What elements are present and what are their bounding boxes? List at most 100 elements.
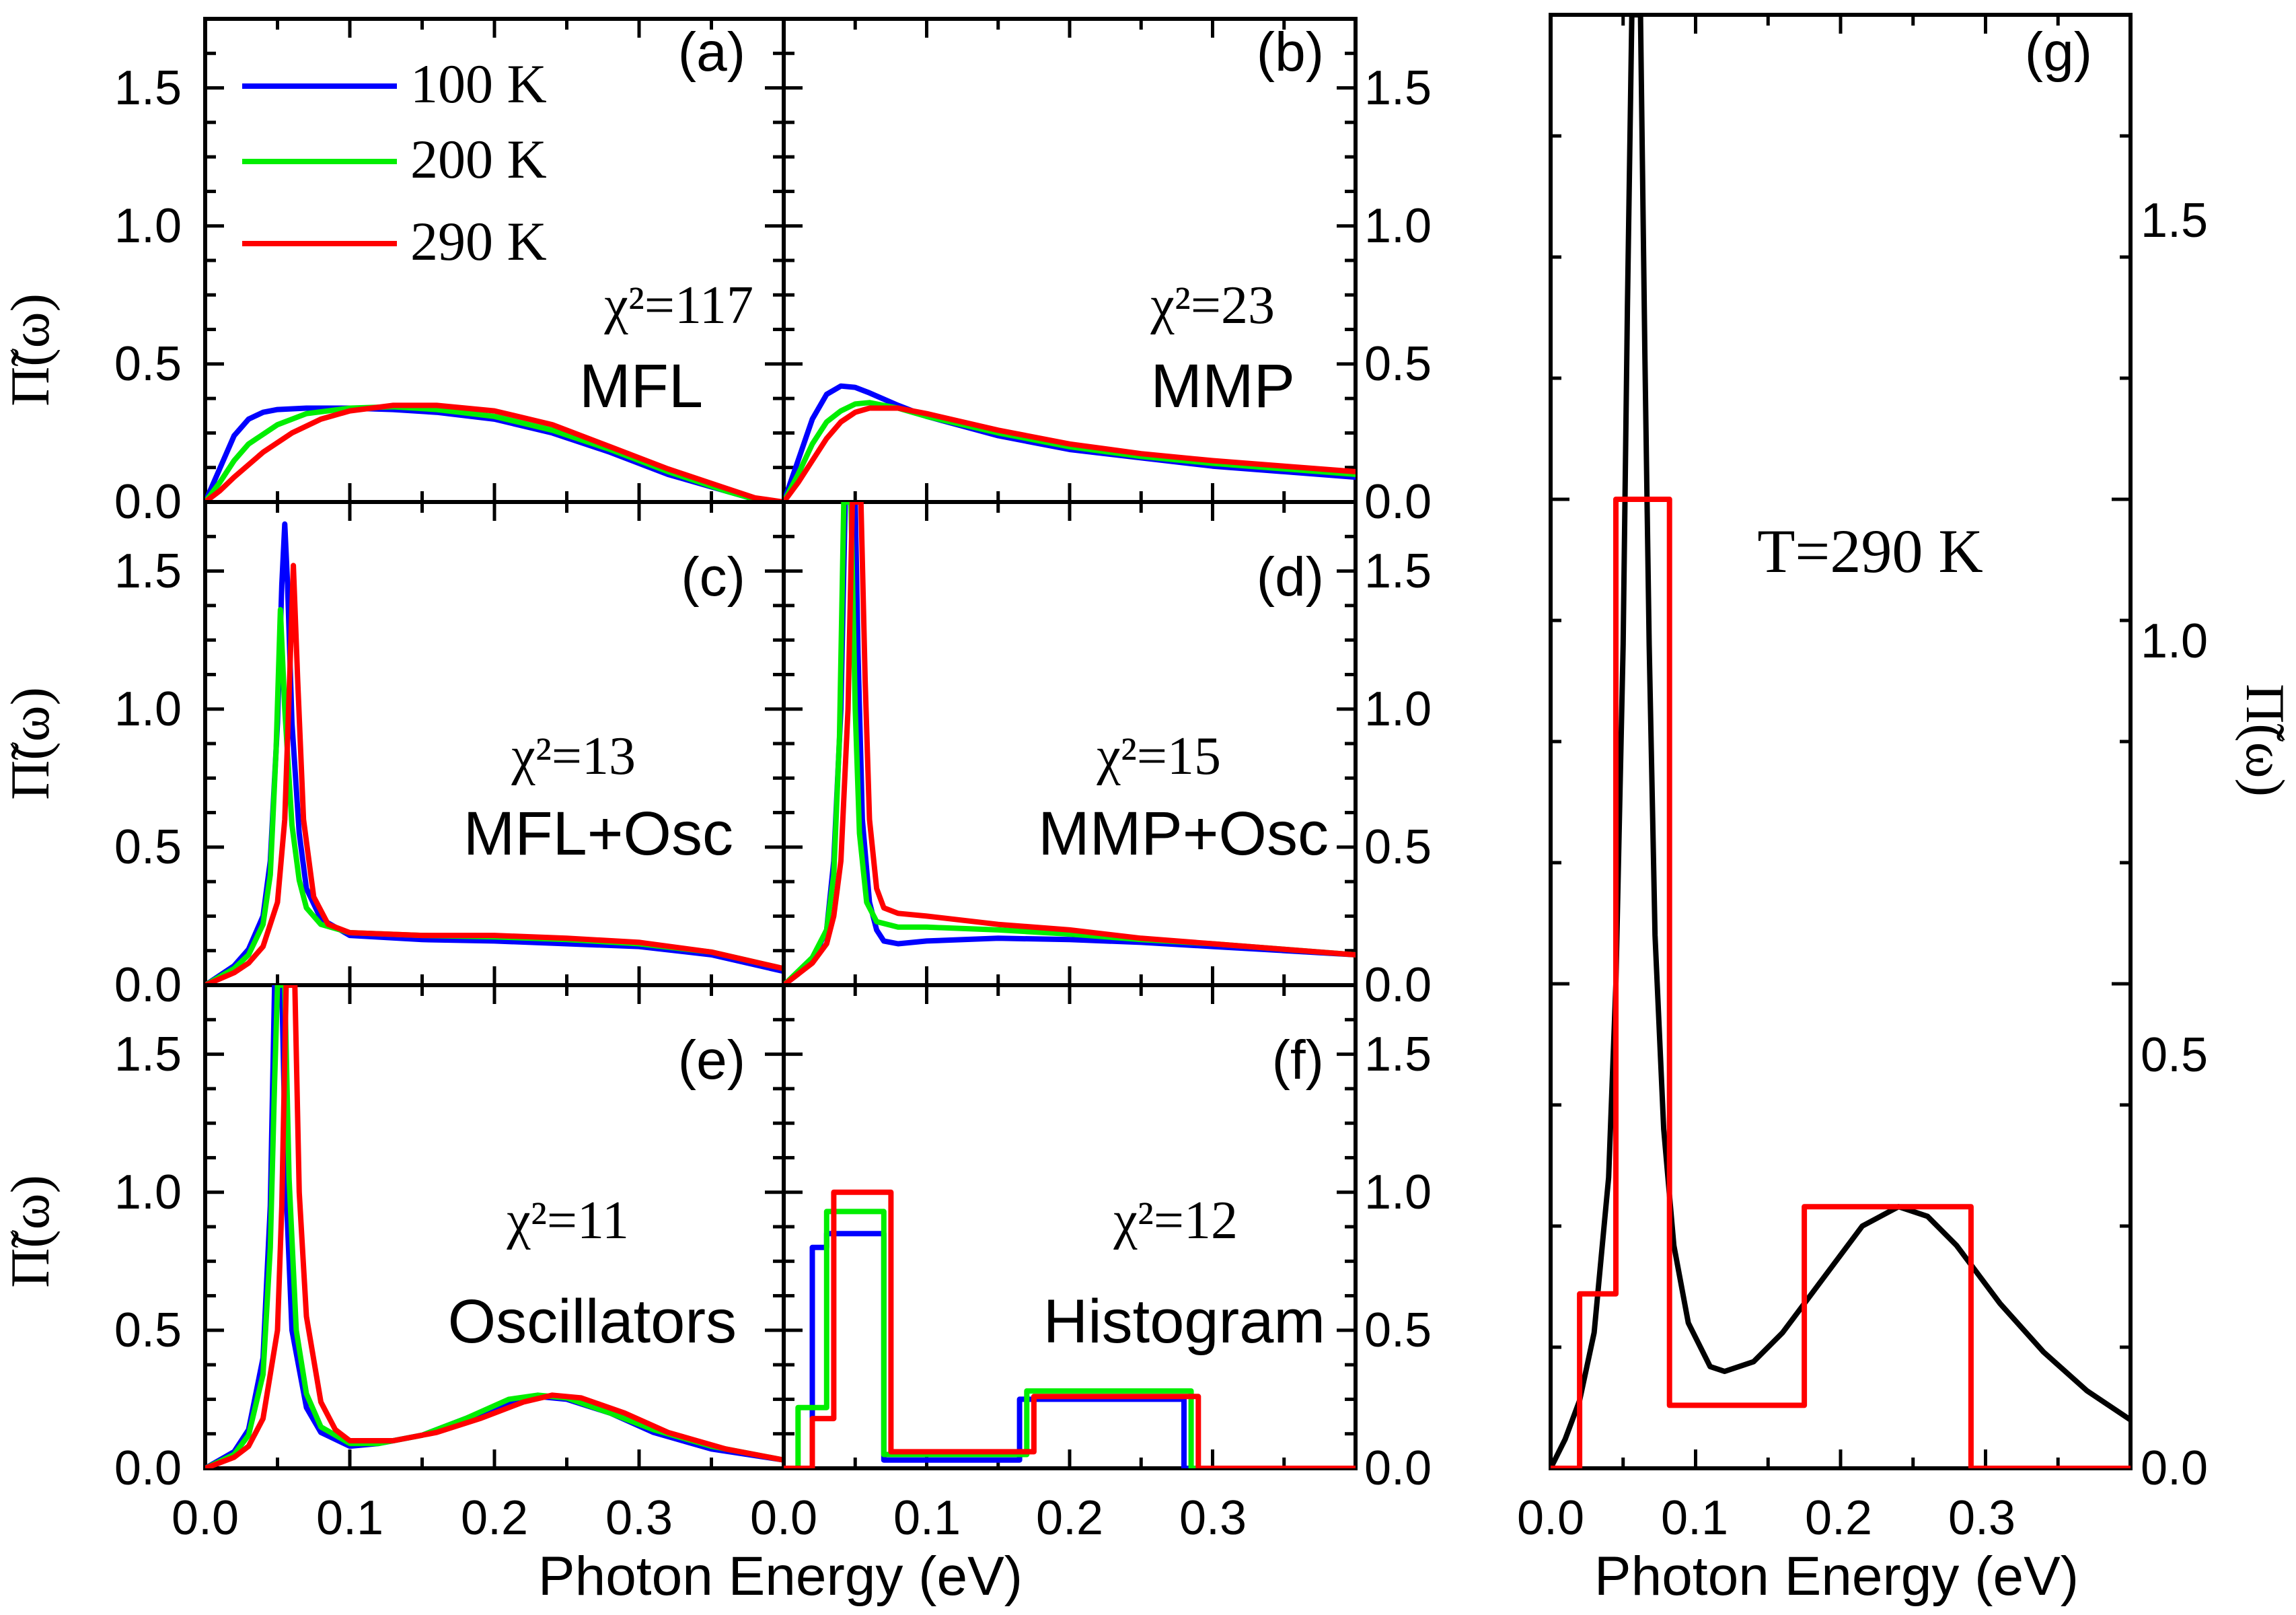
- panel-a-ticks: [203, 17, 786, 504]
- panel-f-label: (f): [1272, 1030, 1324, 1091]
- panel-f-model-label: Histogram: [1043, 1287, 1325, 1356]
- panel-f-chi-label: χ²=12: [1113, 1191, 1238, 1250]
- panel-a-ytick-3: 1.5: [114, 61, 182, 115]
- panel-a: 0.0 0.5 1.0 1.5 Π̃(ω) (a) χ²=117 MFL 100…: [0, 17, 786, 529]
- panel-b-chi-label: χ²=23: [1150, 276, 1275, 335]
- left-x-tick-labels: 0.0 0.1 0.2 0.3 0.0 0.1 0.2 0.3: [172, 1491, 1247, 1545]
- panel-g-series-histogram: [1551, 497, 2131, 1468]
- panel-f-ytick-2: 1.0: [1364, 1165, 1432, 1219]
- panel-f-ytick-1: 0.5: [1364, 1303, 1432, 1357]
- panel-a-series: [205, 402, 784, 502]
- panel-b-model-label: MMP: [1150, 352, 1295, 421]
- panel-g-annotation: T=290 K: [1757, 517, 1983, 585]
- shared-xlabel: Photon Energy (eV): [538, 1546, 1023, 1607]
- panel-a-ytick-2: 1.0: [114, 199, 182, 253]
- panel-g-xtick-0: 0.0: [1517, 1491, 1584, 1545]
- panel-f-series-200-k: [784, 1209, 1356, 1468]
- xtick-e-3: 0.3: [605, 1491, 673, 1545]
- panel-c-ytick-3: 1.5: [114, 544, 182, 598]
- panel-f: 0.0 0.5 1.0 1.5 (f) χ²=12 Histogram: [782, 983, 1432, 1495]
- panel-g-ytick-3: 1.5: [2141, 194, 2208, 248]
- panel-e-series: [205, 985, 784, 1468]
- panel-a-model-label: MFL: [579, 352, 703, 421]
- panel-g-xtick-3: 0.3: [1948, 1491, 2015, 1545]
- panel-d-ytick-2: 1.0: [1364, 682, 1432, 736]
- panel-g-series: [1551, 15, 2131, 1468]
- panel-f-series: [784, 1189, 1356, 1468]
- panel-a-series-290-k: [205, 402, 784, 502]
- panel-g-ticks: [1549, 13, 2133, 1470]
- panel-d-series-290-k: [784, 502, 1356, 985]
- panel-e-ytick-1: 0.5: [114, 1303, 182, 1357]
- panel-g-frame: [1549, 13, 2133, 1470]
- panel-c-model-label: MFL+Osc: [464, 799, 733, 868]
- panel-e-series-200-k: [205, 985, 784, 1468]
- panel-g-xlabel: Photon Energy (eV): [1594, 1546, 2079, 1607]
- legend: 100 K 200 K 290 K: [242, 53, 547, 272]
- panel-d-ytick-3: 1.5: [1364, 544, 1432, 598]
- panel-f-ticks: [782, 983, 1358, 1470]
- xtick-f-3: 0.3: [1179, 1491, 1247, 1545]
- panel-d-ytick-1: 0.5: [1364, 820, 1432, 874]
- xtick-f-0: 0.0: [750, 1491, 817, 1545]
- panel-g-xtick-2: 0.2: [1805, 1491, 1872, 1545]
- panel-c-series-290-k: [205, 563, 784, 985]
- panel-b-label: (b): [1257, 22, 1324, 83]
- panel-g-xtick-1: 0.1: [1661, 1491, 1728, 1545]
- panel-e-ytick-3: 1.5: [114, 1028, 182, 1081]
- panel-b-series-290-k: [784, 405, 1356, 502]
- panel-d-series: [784, 502, 1356, 985]
- panel-d-ticks: [782, 500, 1358, 987]
- panel-d-chi-label: χ²=15: [1096, 727, 1221, 786]
- panel-b-ytick-0: 0.0: [1364, 475, 1432, 529]
- panel-a-ytick-1: 0.5: [114, 337, 182, 391]
- panel-f-ytick-3: 1.5: [1364, 1028, 1432, 1081]
- panel-d-ytick-0: 0.0: [1364, 958, 1432, 1012]
- panel-b-series: [784, 383, 1356, 502]
- panel-g: 0.0 0.5 1.0 1.5 Π̃(ω) (g) T=290 K 0.0 0.…: [1517, 13, 2296, 1607]
- panel-b-ytick-3: 1.5: [1364, 61, 1432, 115]
- panel-b-ytick-1: 0.5: [1364, 337, 1432, 391]
- panel-e-ylabel: Π̃(ω): [0, 1175, 61, 1288]
- panel-g-ytick-0: 0.0: [2141, 1441, 2208, 1495]
- panel-e-ticks: [203, 983, 786, 1470]
- panel-d: 0.0 0.5 1.0 1.5 (d) χ²=15 MMP+Osc: [782, 500, 1432, 1012]
- panel-c-ylabel: Π̃(ω): [0, 687, 61, 800]
- panel-f-series-290-k: [784, 1189, 1356, 1468]
- panel-e-label: (e): [678, 1030, 745, 1091]
- panel-a-chi-label: χ²=117: [603, 276, 753, 335]
- panel-c: 0.0 0.5 1.0 1.5 Π̃(ω) (c) χ²=13 MFL+Osc: [0, 500, 786, 1012]
- panel-e-series-290-k: [205, 985, 784, 1468]
- panel-e-ytick-2: 1.0: [114, 1165, 182, 1219]
- panel-c-ytick-0: 0.0: [114, 958, 182, 1012]
- panel-f-ytick-0: 0.0: [1364, 1441, 1432, 1495]
- xtick-e-2: 0.2: [461, 1491, 528, 1545]
- xtick-e-1: 0.1: [316, 1491, 383, 1545]
- panel-a-ytick-0: 0.0: [114, 475, 182, 529]
- panel-a-ylabel: Π̃(ω): [0, 293, 61, 406]
- panel-e-model-label: Oscillators: [448, 1287, 737, 1356]
- panel-b-ticks: [782, 17, 1358, 504]
- panel-g-ytick-2: 1.0: [2141, 614, 2208, 668]
- panel-g-ylabel: Π̃(ω): [2235, 684, 2296, 797]
- panel-b-ytick-2: 1.0: [1364, 199, 1432, 253]
- xtick-e-0: 0.0: [172, 1491, 239, 1545]
- panel-e-chi-label: χ²=11: [506, 1191, 629, 1250]
- panel-b: 0.0 0.5 1.0 1.5 (b) χ²=23 MMP: [782, 17, 1432, 529]
- panel-c-series: [205, 521, 784, 985]
- panel-e: 0.0 0.5 1.0 1.5 Π̃(ω) (e) χ²=11 Oscillat…: [0, 983, 786, 1495]
- panel-g-series-model: [1551, 15, 2131, 1468]
- legend-label-290k: 290 K: [410, 211, 547, 272]
- panel-c-chi-label: χ²=13: [511, 727, 636, 786]
- panel-d-label: (d): [1257, 546, 1324, 608]
- panel-a-label: (a): [678, 22, 745, 83]
- panel-b-frame: [782, 17, 1358, 504]
- panel-e-ytick-0: 0.0: [114, 1441, 182, 1495]
- panel-c-ytick-2: 1.0: [114, 682, 182, 736]
- panel-c-ytick-1: 0.5: [114, 820, 182, 874]
- panel-g-ytick-1: 0.5: [2141, 1028, 2208, 1082]
- panel-c-label: (c): [681, 546, 745, 608]
- legend-label-200k: 200 K: [410, 129, 547, 190]
- xtick-f-1: 0.1: [893, 1491, 961, 1545]
